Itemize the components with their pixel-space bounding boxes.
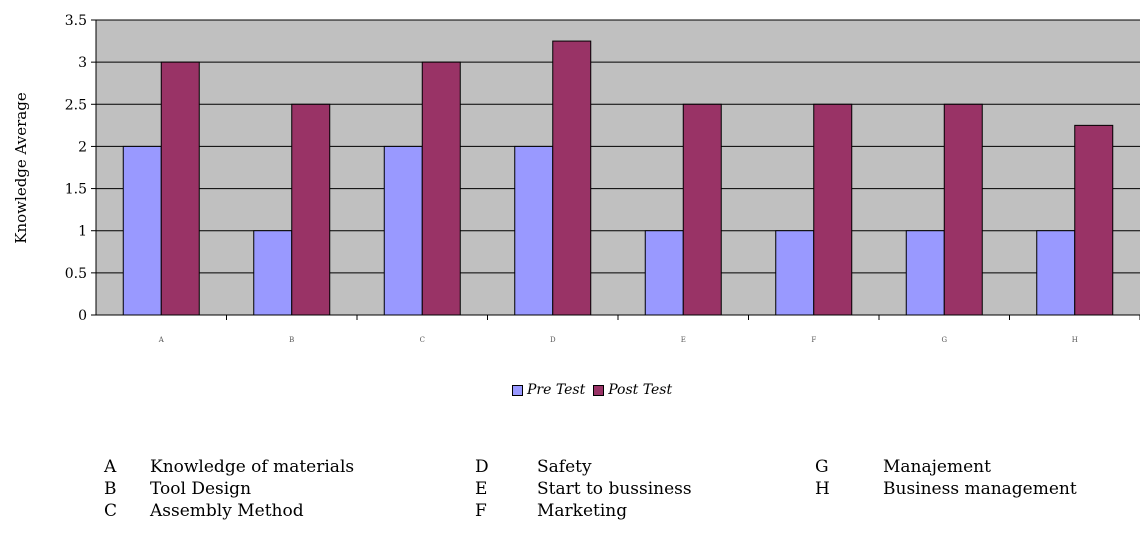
bar-f-pre-test xyxy=(775,230,815,316)
key-row-d: D Safety xyxy=(475,456,692,478)
bar-chart: 0 0.5 1 1.5 2 2.5 3 3.5 A B C D E F G H Knowledge Aver… xyxy=(12,13,1140,344)
key-text: Assembly Method xyxy=(150,501,304,521)
key-text: Manajement xyxy=(883,457,991,477)
key-row-a: A Knowledge of materials xyxy=(104,456,354,478)
key-letter: B xyxy=(104,479,117,499)
x-tick-labels: A B C D E F G H xyxy=(158,336,1078,344)
x-tick-label: A xyxy=(158,336,165,344)
y-tick-label: 3.5 xyxy=(65,13,87,29)
legend-swatch-post-test xyxy=(593,384,605,396)
legend-label-pre-test: Pre Test xyxy=(527,382,586,398)
key-row-e: E Start to bussiness xyxy=(475,478,692,500)
key-letter: E xyxy=(475,479,488,499)
key-column-3: G Manajement H Business management xyxy=(815,456,1077,500)
legend-item-pre-test: Pre Test xyxy=(512,382,585,398)
x-tick-label: E xyxy=(681,336,686,344)
bar-b-pre-test xyxy=(253,230,293,316)
bar-a-pre-test xyxy=(122,145,162,316)
plot-area xyxy=(96,20,1140,315)
key-row-g: G Manajement xyxy=(815,456,1077,478)
bar-h-pre-test xyxy=(1036,230,1076,316)
key-row-c: C Assembly Method xyxy=(104,500,354,522)
key-row-h: H Business management xyxy=(815,478,1077,500)
y-tick-label: 2 xyxy=(78,139,87,155)
bar-d-post-test xyxy=(552,40,592,316)
key-text: Tool Design xyxy=(150,479,252,499)
key-letter: A xyxy=(104,457,117,477)
y-tick-label: 1.5 xyxy=(65,182,87,198)
y-tick-label: 0 xyxy=(78,308,87,324)
key-letter: C xyxy=(104,501,118,521)
key-letter: D xyxy=(475,457,489,477)
bar-g-post-test xyxy=(943,103,983,316)
key-text: Knowledge of materials xyxy=(150,457,355,477)
legend: Pre Test Post Test xyxy=(512,382,680,398)
bar-b-post-test xyxy=(291,103,331,316)
y-tick-label: 1 xyxy=(78,224,87,240)
key-letter: F xyxy=(475,501,487,521)
key-text: Marketing xyxy=(537,501,628,521)
y-axis-label: Knowledge Average xyxy=(12,92,30,244)
y-tick-labels: 0 0.5 1 1.5 2 2.5 3 3.5 xyxy=(65,13,87,324)
x-tick-label: C xyxy=(420,336,425,344)
bar-a-post-test xyxy=(160,61,200,316)
bar-e-pre-test xyxy=(644,230,684,316)
bars xyxy=(122,40,1114,316)
x-tick-label: F xyxy=(811,336,816,344)
key-text: Business management xyxy=(883,479,1077,499)
legend-item-post-test: Post Test xyxy=(593,382,672,398)
key-letter: H xyxy=(815,479,830,499)
y-tick-label: 3 xyxy=(78,55,87,71)
x-tick-label: H xyxy=(1072,336,1078,344)
bar-e-post-test xyxy=(682,103,722,316)
bar-g-pre-test xyxy=(905,230,945,316)
axes xyxy=(91,19,1140,320)
bar-h-post-test xyxy=(1074,124,1114,316)
key-column-2: D Safety E Start to bussiness F Marketing xyxy=(475,456,692,522)
key-text: Safety xyxy=(537,457,592,477)
bar-c-post-test xyxy=(421,61,461,316)
legend-label-post-test: Post Test xyxy=(608,382,673,398)
key-row-b: B Tool Design xyxy=(104,478,354,500)
key-column-1: A Knowledge of materials B Tool Design C As… xyxy=(104,456,354,522)
bar-f-post-test xyxy=(813,103,853,316)
x-tick-label: D xyxy=(550,336,556,344)
key-row-f: F Marketing xyxy=(475,500,692,522)
key-letter: G xyxy=(815,457,829,477)
y-tick-label: 0.5 xyxy=(65,266,87,282)
x-tick-label: G xyxy=(941,336,947,344)
bar-d-pre-test xyxy=(514,145,554,316)
x-tick-label: B xyxy=(289,336,294,344)
y-tick-label: 2.5 xyxy=(65,97,87,113)
legend-swatch-pre-test xyxy=(512,384,523,396)
bar-c-pre-test xyxy=(383,145,423,316)
key-text: Start to bussiness xyxy=(537,479,692,499)
